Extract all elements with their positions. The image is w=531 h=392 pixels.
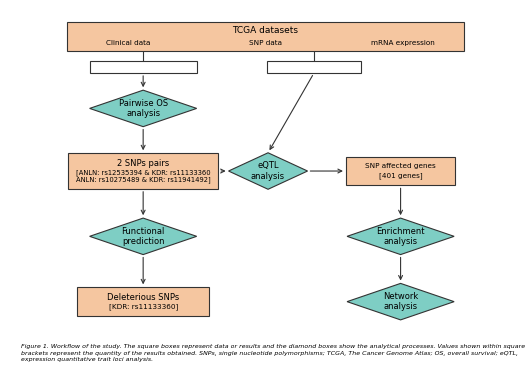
Polygon shape bbox=[90, 90, 196, 127]
Text: Deleterious SNPs: Deleterious SNPs bbox=[107, 292, 179, 301]
Text: SNP data: SNP data bbox=[249, 40, 282, 46]
Text: Clinical data: Clinical data bbox=[106, 40, 150, 46]
FancyBboxPatch shape bbox=[346, 157, 456, 185]
Polygon shape bbox=[347, 283, 454, 320]
Text: Network
analysis: Network analysis bbox=[383, 292, 418, 311]
Text: Enrichment
analysis: Enrichment analysis bbox=[376, 227, 425, 246]
Text: [401 genes]: [401 genes] bbox=[379, 172, 422, 179]
Text: Figure 1. Workflow of the study. The square boxes represent data or results and : Figure 1. Workflow of the study. The squ… bbox=[21, 344, 525, 362]
FancyBboxPatch shape bbox=[67, 22, 464, 51]
FancyBboxPatch shape bbox=[90, 61, 196, 73]
Text: Pairwise OS
analysis: Pairwise OS analysis bbox=[118, 99, 168, 118]
FancyBboxPatch shape bbox=[68, 153, 218, 189]
Text: [ANLN: rs12535394 & KDR: rs11133360: [ANLN: rs12535394 & KDR: rs11133360 bbox=[76, 170, 210, 176]
Polygon shape bbox=[228, 153, 307, 189]
Text: [KDR: rs11133360]: [KDR: rs11133360] bbox=[108, 303, 178, 310]
Text: ANLN: rs10275489 & KDR: rs11941492]: ANLN: rs10275489 & KDR: rs11941492] bbox=[76, 176, 210, 183]
Polygon shape bbox=[347, 218, 454, 254]
FancyBboxPatch shape bbox=[77, 287, 209, 316]
Polygon shape bbox=[90, 218, 196, 254]
Text: Functional
prediction: Functional prediction bbox=[122, 227, 165, 246]
Text: 2 SNPs pairs: 2 SNPs pairs bbox=[117, 159, 169, 168]
Text: eQTL
analysis: eQTL analysis bbox=[251, 162, 285, 181]
FancyBboxPatch shape bbox=[267, 61, 361, 73]
Text: TCGA datasets: TCGA datasets bbox=[233, 26, 298, 35]
Text: SNP affected genes: SNP affected genes bbox=[365, 163, 436, 169]
Text: mRNA expression: mRNA expression bbox=[371, 40, 435, 46]
